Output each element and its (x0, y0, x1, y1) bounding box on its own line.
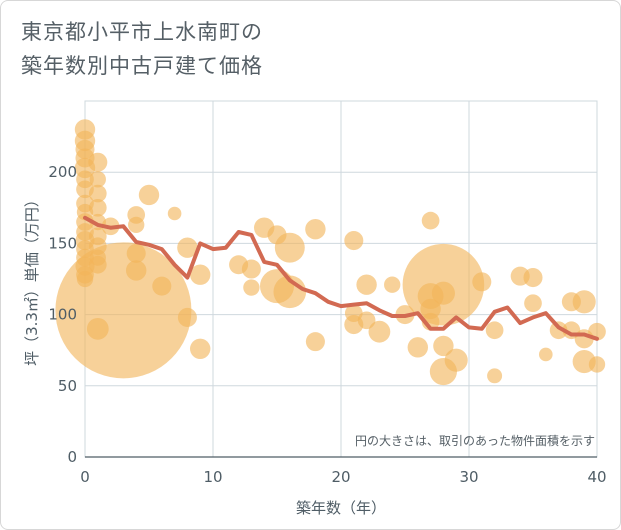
y-tick-label: 200 (48, 163, 77, 181)
data-point (152, 276, 172, 296)
data-point (89, 171, 106, 188)
data-point (88, 184, 107, 203)
data-point (190, 338, 211, 359)
data-point (357, 311, 376, 330)
data-point (128, 216, 145, 234)
x-tick-label: 30 (459, 468, 478, 486)
data-point (431, 281, 455, 305)
average-line-series (83, 215, 599, 341)
data-point (190, 264, 211, 285)
data-point (485, 321, 504, 340)
data-point (539, 347, 553, 362)
bubble-series (55, 119, 606, 386)
data-point (588, 356, 606, 373)
data-point (86, 317, 109, 340)
data-point (89, 249, 106, 266)
data-point (344, 231, 364, 251)
data-point (241, 259, 261, 279)
data-point (524, 294, 542, 313)
data-point (561, 292, 581, 312)
data-point (523, 268, 543, 288)
data-point (243, 279, 260, 296)
data-point (88, 198, 107, 217)
data-point (126, 243, 146, 263)
size-legend-note: 円の大きさは、取引のあった物件面積を示す (355, 433, 595, 448)
data-point (472, 272, 492, 292)
data-point (76, 270, 94, 288)
data-point (420, 298, 441, 320)
y-axis-label: 坪（3.3㎡）単価（万円） (23, 192, 41, 366)
data-point (407, 337, 428, 358)
chart-title-line-1: 東京都小平市上水南町の (21, 20, 263, 44)
data-point (384, 276, 401, 293)
data-point (126, 260, 147, 281)
y-tick-label: 100 (48, 306, 77, 324)
y-tick-label: 50 (58, 377, 77, 395)
data-point (138, 184, 160, 206)
chart-title: 東京都小平市上水南町の 築年数別中古戸建て価格 (21, 15, 263, 83)
data-point (487, 368, 503, 384)
data-point (444, 348, 468, 372)
chart-title-line-2: 築年数別中古戸建て価格 (21, 54, 263, 78)
data-point (177, 307, 197, 327)
x-axis-label: 築年数（年） (296, 499, 386, 517)
x-tick-label: 10 (203, 468, 222, 486)
data-point (421, 211, 440, 230)
axis-ticks: 0 10 20 30 40 0 50 100 150 200 (48, 163, 606, 486)
x-tick-label: 20 (331, 468, 350, 486)
data-point (167, 206, 182, 221)
x-tick-label: 0 (80, 468, 90, 486)
data-point (88, 237, 107, 256)
data-point (88, 152, 108, 172)
data-point (549, 321, 568, 340)
data-point (267, 225, 287, 245)
x-tick-label: 40 (587, 468, 606, 486)
average-line (83, 215, 599, 341)
data-point (356, 274, 377, 295)
data-point (305, 218, 326, 240)
y-tick-label: 0 (67, 448, 77, 466)
data-point (76, 203, 94, 221)
y-tick-label: 150 (48, 234, 77, 252)
data-point (368, 320, 391, 343)
data-point (177, 237, 198, 258)
data-point (433, 335, 454, 357)
data-point (305, 332, 325, 352)
